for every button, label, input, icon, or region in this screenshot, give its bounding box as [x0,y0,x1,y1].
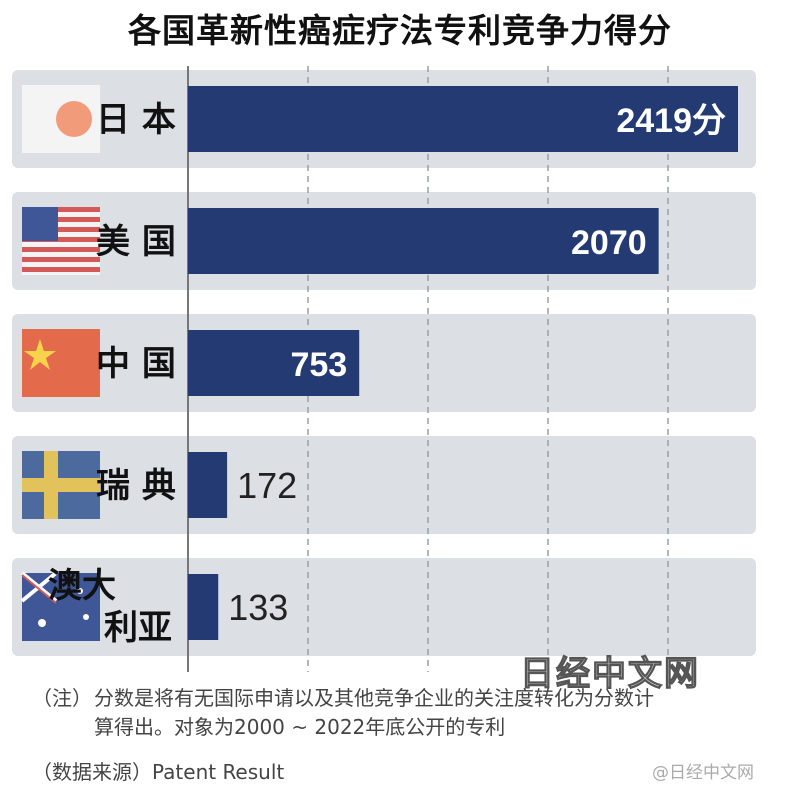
note-tag: （注） [32,686,92,710]
data-label: 172 [237,465,297,506]
japan-flag-icon [22,85,100,153]
flag-canton [22,207,58,241]
data-label: 753 [290,346,347,384]
data-source: （数据来源）Patent Result [32,760,285,784]
sweden-flag-icon [22,451,100,519]
category-label: 美 国 [96,222,176,262]
category-label-line: 利亚 [104,608,172,648]
flag-cross [20,571,58,603]
chart-title: 各国革新性癌症疗法专利竞争力得分 [128,11,672,50]
flag-cross [21,574,57,604]
category-label: 中 国 [96,344,176,384]
flag-star [24,339,56,370]
watermark-logo: 日经中文网 [519,653,700,694]
flag-stripe [22,267,100,272]
flag-stripe [22,207,100,212]
category-label: 澳大利亚 [48,566,172,648]
flag-cross-h [22,478,100,492]
australia-flag-icon [20,571,100,641]
note-line-1: 分数是将有无国际申请以及其他竞争企业的关注度转化为分数计 [94,686,654,710]
data-label: 133 [228,587,288,628]
bar [188,208,659,274]
china-flag-icon [22,329,100,397]
bar [188,330,360,396]
flag-stripe [22,237,100,242]
category-label: 日 本 [96,100,176,140]
category-label-line: 澳大 [48,566,116,606]
chart-note: （注） 分数是将有无国际申请以及其他竞争企业的关注度转化为分数计 算得出。对象为2… [32,684,772,742]
flag-star [38,619,46,627]
bar [188,574,219,640]
bar [188,86,738,152]
flag-stripe [22,257,100,262]
flag-stripe [22,217,100,222]
data-label: 2419分 [616,102,726,140]
flag-star [83,614,89,620]
flag-stripe [22,227,100,232]
bar [188,452,228,518]
corner-watermark: @日经中文网 [652,763,754,783]
note-line-2: 算得出。对象为2000 ~ 2022年底公开的专利 [94,715,506,739]
usa-flag-icon [22,207,100,275]
flag-disc [56,101,92,137]
flag-star [77,588,83,594]
category-label: 瑞 典 [96,466,176,506]
flag-stripe [22,247,100,252]
data-label: 2070 [571,224,647,262]
